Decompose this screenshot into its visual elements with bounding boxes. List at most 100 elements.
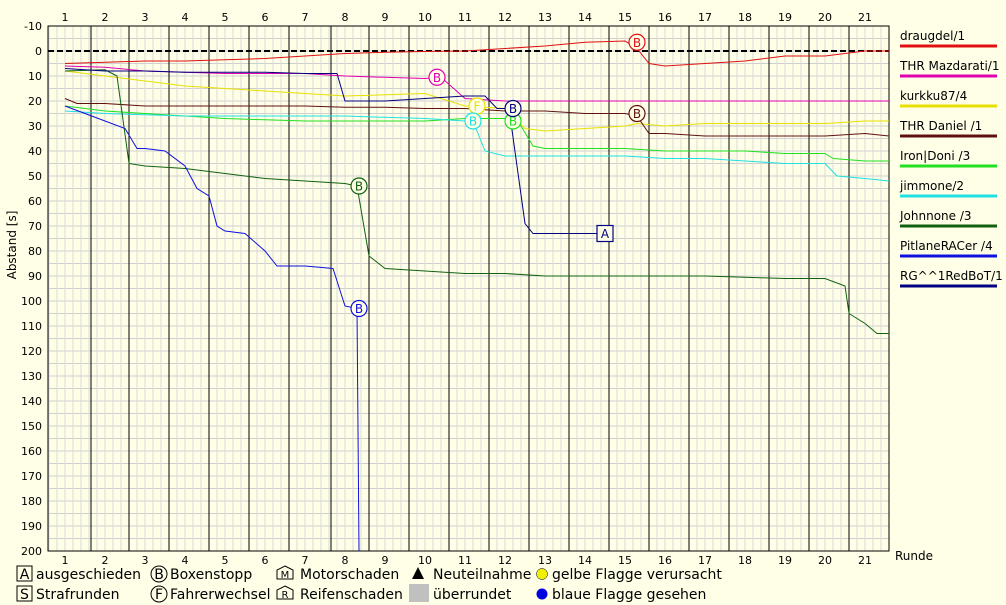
y-tick-label: 190 [21, 520, 42, 533]
x-tick-label-top: 6 [262, 11, 269, 24]
marker-box [596, 224, 614, 243]
x-tick-label-top: 5 [222, 11, 229, 24]
motorschaden-icon [276, 565, 294, 580]
marker-label: F [474, 100, 481, 114]
marker-label: B [633, 36, 641, 50]
y-tick-label: 50 [28, 170, 42, 183]
footer-legend: A ausgeschieden B Boxenstopp M Motorscha… [16, 565, 722, 603]
x-tick-label-top: 8 [342, 11, 349, 24]
marker-circle [428, 68, 446, 86]
x-tick-label-top: 13 [538, 11, 552, 24]
x-tick-label-bottom: 1 [62, 554, 69, 567]
ueberrundet-label: überrundet [433, 587, 512, 603]
x-tick-label-top: 19 [778, 11, 792, 24]
x-tick-label-bottom: 15 [618, 554, 632, 567]
marker-label: A [601, 227, 610, 241]
legend-label-5: jimmone/2 [899, 179, 964, 193]
motorschaden-label: Motorschaden [300, 567, 399, 583]
lap-lines [90, 26, 850, 551]
neuteilnahme-label: Neuteilnahme [433, 567, 531, 583]
y-tick-label: 40 [28, 145, 42, 158]
legend-label-1: THR Mazdarati/1 [899, 59, 1000, 73]
series-line-8 [64, 68, 605, 234]
x-tick-label-bottom: 4 [182, 554, 189, 567]
x-tick-label-bottom: 21 [858, 554, 872, 567]
marker-circle [350, 299, 368, 318]
x-tick-label-top: 14 [578, 11, 592, 24]
fahrerwechsel-icon [150, 585, 168, 603]
ausgeschieden-symbol: A [20, 567, 30, 583]
x-tick-label-top: 9 [382, 11, 389, 24]
x-tick-label-bottom: 6 [262, 554, 269, 567]
x-tick-label-top: 16 [658, 11, 672, 24]
y-tick-label: 160 [21, 445, 42, 458]
marker-circle [504, 99, 522, 118]
y-tick-label: 60 [28, 195, 42, 208]
marker-label: B [355, 180, 363, 194]
marker-label: B [509, 115, 517, 129]
marker-circle [464, 112, 482, 130]
y-tick-label: 10 [28, 70, 42, 83]
marker-label: B [509, 102, 517, 116]
marker-label: B [433, 71, 441, 85]
x-tick-label-top: 1 [62, 11, 69, 24]
x-tick-label-bottom: 8 [342, 554, 349, 567]
series-line-7 [64, 105, 360, 552]
legend-label-3: THR Daniel /1 [899, 119, 982, 133]
x-tick-label-top: 12 [498, 11, 512, 24]
y-tick-label: 100 [21, 295, 42, 308]
x-tick-label-bottom: 17 [698, 554, 712, 567]
boxenstopp-symbol: B [154, 567, 164, 583]
y-tick-label: 150 [21, 420, 42, 433]
x-tick-label-bottom: 18 [738, 554, 752, 567]
series-line-5 [64, 110, 890, 182]
neuteilnahme-icon [412, 567, 424, 579]
marker-label: B [355, 302, 363, 316]
x-tick-label-top: 21 [858, 11, 872, 24]
legend-label-6: Johnnone /3 [899, 209, 972, 223]
x-tick-label-top: 17 [698, 11, 712, 24]
x-tick-label-top: 20 [818, 11, 832, 24]
axes: -100102030405060708090100110120130140150… [21, 11, 890, 567]
legend-label-4: Iron|Doni /3 [900, 149, 970, 163]
marker-circle [628, 104, 646, 123]
y-tick-label: 90 [28, 270, 42, 283]
x-tick-label-bottom: 13 [538, 554, 552, 567]
fahrerwechsel-symbol: F [155, 587, 163, 603]
boxenstopp-icon [150, 565, 168, 583]
y-tick-label: 130 [21, 370, 42, 383]
strafrunden-symbol: S [20, 587, 29, 603]
reifenschaden-symbol: R [282, 590, 289, 601]
x-tick-label-bottom: 2 [102, 554, 109, 567]
x-tick-label-bottom: 16 [658, 554, 672, 567]
y-tick-label: -10 [24, 20, 42, 33]
x-tick-label-bottom: 19 [778, 554, 792, 567]
legend: draugdel/1 THR Mazdarati/1 kurkku87/4 THR D… [899, 29, 1003, 288]
x-tick-label-bottom: 9 [382, 554, 389, 567]
x-tick-label-bottom: 3 [142, 554, 149, 567]
gelbe-flagge-label: gelbe Flagge verursacht [552, 567, 722, 583]
marker-label: B [469, 115, 477, 129]
x-tick-label-top: 11 [458, 11, 472, 24]
x-tick-label-top: 2 [102, 11, 109, 24]
strafrunden-icon [16, 585, 33, 602]
y-tick-label: 80 [28, 245, 42, 258]
reifenschaden-label: Reifenschaden [300, 587, 403, 603]
y-tick-label: 120 [21, 345, 42, 358]
y-tick-label: 200 [21, 545, 42, 558]
x-tick-label-top: 10 [418, 11, 432, 24]
x-tick-label-bottom: 11 [458, 554, 472, 567]
legend-label-2: kurkku87/4 [900, 89, 967, 103]
marker-circle [350, 177, 368, 195]
y-tick-label: 20 [28, 95, 42, 108]
series-line-4 [64, 105, 889, 162]
x-tick-label-bottom: 20 [818, 554, 832, 567]
y-tick-label: 180 [21, 495, 42, 508]
fahrerwechsel-label: Fahrerwechsel [170, 587, 270, 603]
grid [48, 25, 890, 552]
legend-label-0: draugdel/1 [900, 29, 965, 43]
y-tick-label: 170 [21, 470, 42, 483]
y-tick-label: 140 [21, 395, 42, 408]
